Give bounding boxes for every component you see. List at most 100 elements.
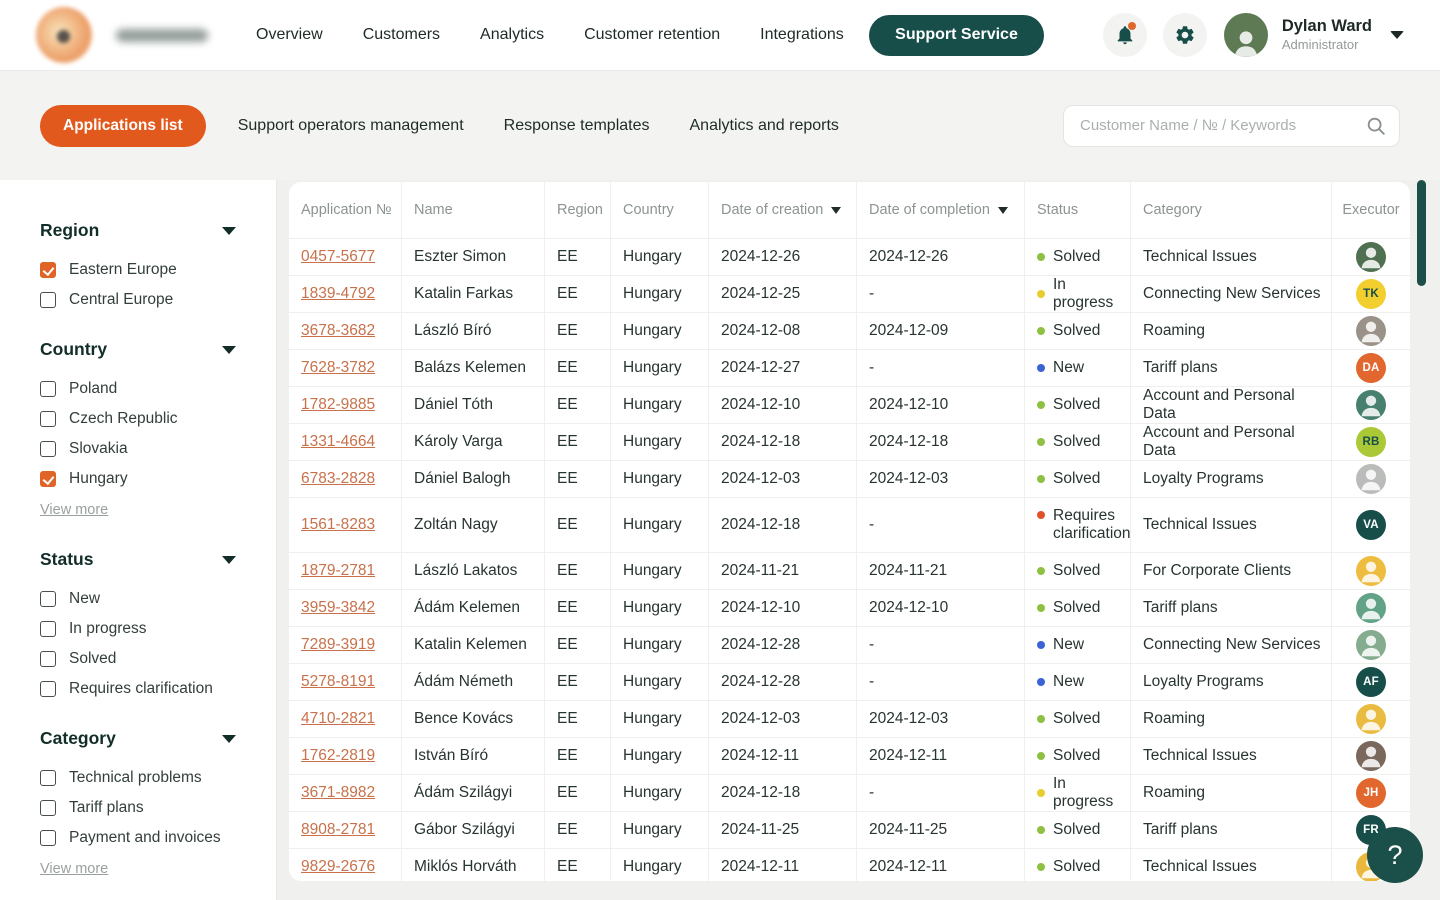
sort-arrow-icon[interactable]	[831, 207, 841, 214]
application-number-link[interactable]: 1839-4792	[301, 285, 375, 303]
application-number-link[interactable]: 6783-2828	[301, 470, 375, 488]
support-service-button[interactable]: Support Service	[869, 15, 1044, 56]
executor-avatar[interactable]: RB	[1356, 427, 1386, 457]
brand-logo[interactable]: Telecom	[36, 7, 208, 63]
tab-applications-list[interactable]: Applications list	[40, 105, 206, 147]
user-menu-chevron-icon[interactable]	[1390, 31, 1404, 39]
checkbox[interactable]	[40, 681, 56, 697]
checkbox[interactable]	[40, 591, 56, 607]
application-number-link[interactable]: 3678-3682	[301, 322, 375, 340]
search-icon[interactable]	[1365, 115, 1387, 142]
executor-avatar[interactable]	[1356, 704, 1386, 734]
application-number-link[interactable]: 7289-3919	[301, 636, 375, 654]
application-number-link[interactable]: 5278-8191	[301, 673, 375, 691]
tab-support-operators-management[interactable]: Support operators management	[238, 106, 464, 146]
help-button[interactable]: ?	[1367, 827, 1423, 883]
view-more-link[interactable]: View more	[40, 502, 108, 518]
name-cell: Dániel Balogh	[402, 461, 545, 497]
filter-option-solved[interactable]: Solved	[40, 650, 236, 668]
search-input[interactable]	[1063, 105, 1400, 147]
filter-option-slovakia[interactable]: Slovakia	[40, 440, 236, 458]
executor-avatar[interactable]: TK	[1356, 279, 1386, 309]
filter-option-tariff-plans[interactable]: Tariff plans	[40, 799, 236, 817]
filter-option-eastern-europe[interactable]: Eastern Europe	[40, 261, 236, 279]
person-photo-icon	[1356, 316, 1386, 346]
person-photo-icon	[1356, 593, 1386, 623]
filter-option-hungary[interactable]: Hungary	[40, 470, 236, 488]
executor-avatar[interactable]	[1356, 630, 1386, 660]
filter-option-new[interactable]: New	[40, 590, 236, 608]
notifications-button[interactable]	[1103, 13, 1147, 57]
application-number-link[interactable]: 7628-3782	[301, 359, 375, 377]
checkbox[interactable]	[40, 830, 56, 846]
filter-section-header-country[interactable]: Country	[40, 339, 236, 360]
application-number-link[interactable]: 3671-8982	[301, 784, 375, 802]
filter-option-in-progress[interactable]: In progress	[40, 620, 236, 638]
checkbox[interactable]	[40, 800, 56, 816]
sort-arrow-icon[interactable]	[998, 207, 1008, 214]
country-cell: Hungary	[611, 553, 709, 589]
filter-option-technical-problems[interactable]: Technical problems	[40, 769, 236, 787]
executor-cell	[1332, 738, 1410, 774]
executor-avatar[interactable]	[1356, 556, 1386, 586]
application-number-link[interactable]: 8908-2781	[301, 821, 375, 839]
table-scrollbar-thumb[interactable]	[1417, 180, 1426, 286]
executor-avatar[interactable]: JH	[1356, 778, 1386, 808]
executor-avatar[interactable]	[1356, 390, 1386, 420]
application-number-link[interactable]: 1879-2781	[301, 562, 375, 580]
filter-option-payment-and-invoices[interactable]: Payment and invoices	[40, 829, 236, 847]
view-more-link[interactable]: View more	[40, 861, 108, 877]
executor-avatar[interactable]: AF	[1356, 667, 1386, 697]
executor-avatar[interactable]	[1356, 316, 1386, 346]
cell-text: 2024-12-26	[869, 248, 948, 266]
checkbox[interactable]	[40, 770, 56, 786]
filter-option-requires-clarification[interactable]: Requires clarification	[40, 680, 236, 698]
executor-avatar[interactable]: DA	[1356, 353, 1386, 383]
checkbox[interactable]	[40, 441, 56, 457]
executor-avatar[interactable]	[1356, 464, 1386, 494]
application-number-link[interactable]: 1561-8283	[301, 516, 375, 534]
application-number-link[interactable]: 3959-3842	[301, 599, 375, 617]
nav-item-overview[interactable]: Overview	[256, 26, 323, 44]
application-number-cell: 1561-8283	[289, 498, 402, 552]
checkbox[interactable]	[40, 411, 56, 427]
filter-section-header-category[interactable]: Category	[40, 728, 236, 749]
executor-avatar[interactable]	[1356, 593, 1386, 623]
filter-section-header-status[interactable]: Status	[40, 549, 236, 570]
executor-avatar[interactable]	[1356, 741, 1386, 771]
nav-item-analytics[interactable]: Analytics	[480, 26, 544, 44]
date-of-completion-cell: 2024-11-21	[857, 553, 1025, 589]
application-number-link[interactable]: 1331-4664	[301, 433, 375, 451]
executor-avatar[interactable]: VA	[1356, 510, 1386, 540]
application-number-link[interactable]: 1782-9885	[301, 396, 375, 414]
checkbox-checked[interactable]	[40, 262, 56, 278]
filter-option-central-europe[interactable]: Central Europe	[40, 291, 236, 309]
cell-text: 2024-12-03	[869, 710, 948, 728]
status-cell: New	[1025, 350, 1131, 386]
checkbox[interactable]	[40, 381, 56, 397]
checkbox-checked[interactable]	[40, 471, 56, 487]
filter-section-header-region[interactable]: Region	[40, 220, 236, 241]
person-photo-icon	[1356, 242, 1386, 272]
cell-text: Hungary	[623, 322, 682, 340]
application-number-link[interactable]: 1762-2819	[301, 747, 375, 765]
application-number-link[interactable]: 9829-2676	[301, 858, 375, 876]
application-number-link[interactable]: 0457-5677	[301, 248, 375, 266]
filter-option-poland[interactable]: Poland	[40, 380, 236, 398]
user-avatar[interactable]	[1224, 13, 1268, 57]
filter-option-czech-republic[interactable]: Czech Republic	[40, 410, 236, 428]
category-cell: Tariff plans	[1131, 590, 1332, 626]
application-number-link[interactable]: 4710-2821	[301, 710, 375, 728]
executor-avatar[interactable]	[1356, 242, 1386, 272]
country-cell: Hungary	[611, 313, 709, 349]
settings-button[interactable]	[1163, 13, 1207, 57]
tab-analytics-and-reports[interactable]: Analytics and reports	[690, 106, 839, 146]
nav-item-customer-retention[interactable]: Customer retention	[584, 26, 720, 44]
cell-text: -	[869, 285, 874, 303]
nav-item-customers[interactable]: Customers	[363, 26, 440, 44]
checkbox[interactable]	[40, 292, 56, 308]
checkbox[interactable]	[40, 651, 56, 667]
tab-response-templates[interactable]: Response templates	[504, 106, 650, 146]
checkbox[interactable]	[40, 621, 56, 637]
nav-item-integrations[interactable]: Integrations	[760, 26, 844, 44]
